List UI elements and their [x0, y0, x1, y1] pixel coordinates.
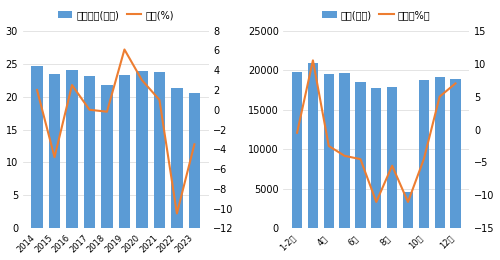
Bar [434, 77, 445, 228]
Bar [308, 63, 318, 228]
Bar [171, 88, 182, 228]
Bar [154, 72, 165, 228]
Bar [292, 72, 302, 228]
Bar [102, 85, 112, 228]
Bar [49, 74, 60, 228]
Bar [387, 87, 398, 228]
Bar [66, 70, 78, 228]
Bar [84, 75, 95, 228]
Bar [356, 82, 366, 228]
Bar [324, 74, 334, 228]
Bar [340, 73, 350, 228]
Bar [188, 93, 200, 228]
Legend: 水泥产量(亿吨), 同比(%): 水泥产量(亿吨), 同比(%) [54, 6, 178, 24]
Bar [119, 75, 130, 228]
Bar [418, 80, 429, 228]
Bar [450, 79, 460, 228]
Bar [403, 192, 413, 228]
Legend: 产量(亿吨), 同比（%）: 产量(亿吨), 同比（%） [318, 6, 434, 24]
Bar [32, 66, 42, 228]
Bar [136, 71, 147, 228]
Bar [371, 88, 382, 228]
